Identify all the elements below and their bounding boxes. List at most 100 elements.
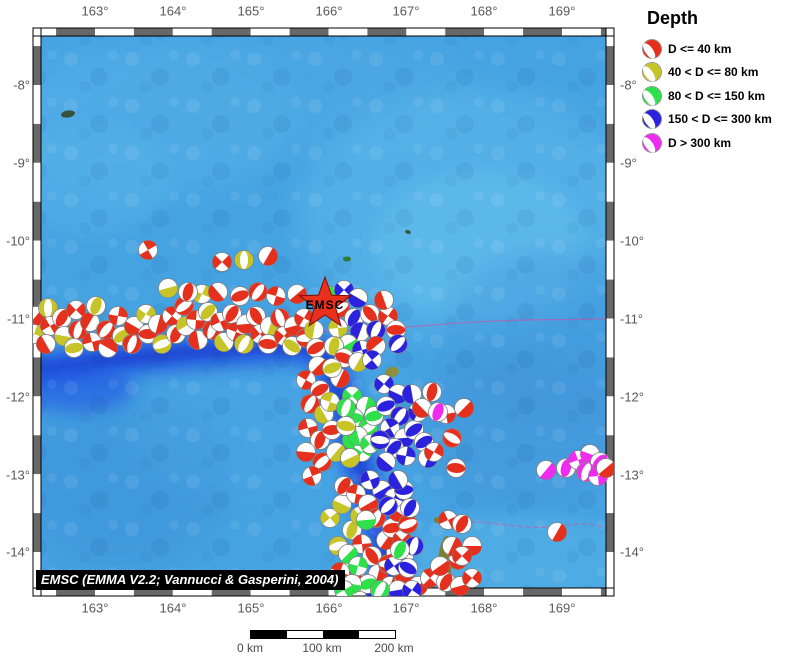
beachball	[270, 308, 290, 328]
beachball	[446, 458, 466, 478]
beachball	[222, 304, 242, 324]
legend-beachball-icon	[642, 132, 662, 153]
beachball	[348, 288, 368, 308]
lon-tick-top: 167°	[392, 3, 420, 19]
island	[405, 229, 411, 235]
beachball	[212, 252, 232, 272]
beachball	[398, 558, 418, 578]
beachball	[334, 280, 354, 300]
beachball	[298, 418, 318, 438]
island	[343, 256, 351, 262]
lon-tick-bottom: 165°	[237, 600, 265, 616]
beachball	[388, 470, 408, 490]
beachball	[287, 284, 307, 304]
beachball	[322, 358, 342, 378]
lon-tick-top: 165°	[237, 3, 265, 19]
beachball	[442, 428, 462, 448]
lon-tick-top: 169°	[548, 3, 576, 19]
beachball	[424, 442, 444, 462]
beachball	[422, 382, 442, 402]
beachball	[208, 282, 228, 302]
lon-tick-bottom: 163°	[81, 600, 109, 616]
island	[385, 366, 399, 378]
beachball	[596, 458, 614, 478]
beachball	[370, 580, 390, 596]
scale-bar-label: 100 km	[302, 641, 342, 655]
beachball	[402, 580, 422, 596]
beachball	[64, 338, 84, 358]
beachball	[38, 298, 58, 318]
lat-tick-left: -9°	[13, 155, 30, 171]
beachball	[340, 448, 360, 468]
beachball	[234, 250, 254, 270]
beachball	[378, 496, 398, 516]
legend-beachball-icon	[642, 109, 662, 130]
legend-beachball-icon	[642, 62, 662, 83]
beachball	[108, 306, 128, 326]
beachball	[136, 304, 156, 324]
beachball	[454, 398, 474, 418]
lat-tick-right: -8°	[620, 77, 637, 93]
beachball	[96, 320, 116, 340]
lat-tick-right: -13°	[620, 467, 644, 483]
lon-tick-bottom: 168°	[470, 600, 498, 616]
star-label: EMSC	[306, 298, 345, 312]
lon-tick-top: 168°	[470, 3, 498, 19]
beachball	[174, 296, 194, 316]
beachball	[138, 240, 158, 260]
beachball	[536, 460, 556, 480]
legend-item-label: D > 300 km	[668, 135, 732, 150]
legend-item: 150 < D <= 300 km	[641, 108, 799, 132]
beachball	[152, 334, 172, 354]
legend-item-label: D <= 40 km	[668, 41, 732, 56]
lon-tick-top: 163°	[81, 3, 109, 19]
lon-tick-top: 166°	[315, 3, 343, 19]
beachball	[300, 394, 320, 414]
beachball	[374, 374, 394, 394]
beachball	[320, 508, 340, 528]
lat-tick-left: -11°	[6, 311, 30, 327]
beachball	[258, 246, 278, 266]
legend-item-label: 40 < D <= 80 km	[668, 65, 759, 80]
beachball	[336, 398, 356, 418]
scale-bar-segment	[323, 631, 359, 638]
legend-items: D <= 40 km 40 < D <= 80 km 80 < D <= 150 k…	[641, 37, 799, 155]
legend-item: 40 < D <= 80 km	[641, 61, 799, 85]
beachball	[376, 396, 396, 416]
lat-tick-right: -9°	[620, 155, 637, 171]
beachball	[266, 286, 286, 306]
beachball	[547, 522, 567, 542]
beachball	[312, 452, 332, 472]
lon-tick-bottom: 166°	[315, 600, 343, 616]
legend-title: Depth	[647, 8, 698, 28]
beachball	[296, 442, 316, 462]
beachball	[336, 416, 356, 436]
lat-tick-left: -13°	[6, 467, 30, 483]
beachball	[388, 334, 408, 354]
beachball	[234, 334, 254, 354]
scale-bar-label: 200 km	[374, 641, 414, 655]
beachball	[452, 514, 472, 534]
lat-tick-left: -8°	[13, 77, 30, 93]
beachball	[320, 392, 340, 412]
lon-tick-top: 164°	[159, 3, 187, 19]
legend-beachball-icon	[642, 85, 662, 106]
beachball	[98, 338, 118, 358]
beachball	[396, 446, 416, 466]
beachball	[356, 510, 376, 530]
legend-item-label: 150 < D <= 300 km	[668, 112, 772, 127]
lat-tick-left: -10°	[6, 233, 30, 249]
lon-tick-bottom: 164°	[159, 600, 187, 616]
beachball	[370, 430, 390, 450]
beachball-layer	[33, 240, 614, 596]
beachball	[306, 338, 326, 358]
lat-tick-right: -11°	[620, 311, 644, 327]
legend-item-label: 80 < D <= 150 km	[668, 88, 766, 103]
beachball	[390, 540, 410, 560]
lat-tick-left: -12°	[6, 389, 30, 405]
beachball	[246, 306, 266, 326]
beachball	[80, 312, 100, 332]
beachball	[360, 470, 380, 490]
beachball	[452, 546, 472, 566]
